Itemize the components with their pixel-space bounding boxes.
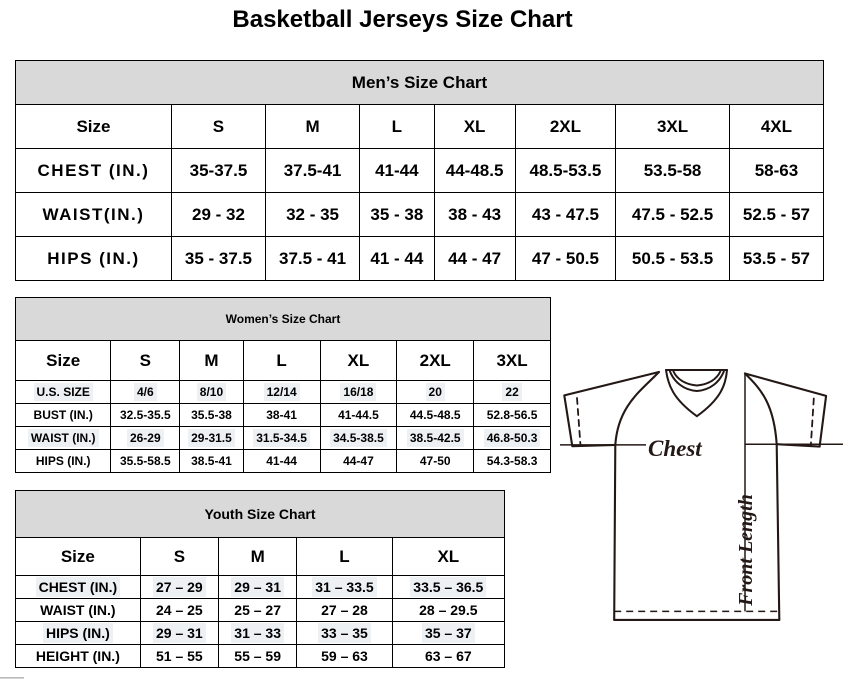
svg-text:Front Length: Front Length xyxy=(735,494,757,607)
svg-text:Chest: Chest xyxy=(648,436,702,461)
